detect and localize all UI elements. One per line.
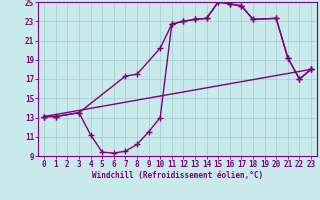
X-axis label: Windchill (Refroidissement éolien,°C): Windchill (Refroidissement éolien,°C) — [92, 171, 263, 180]
